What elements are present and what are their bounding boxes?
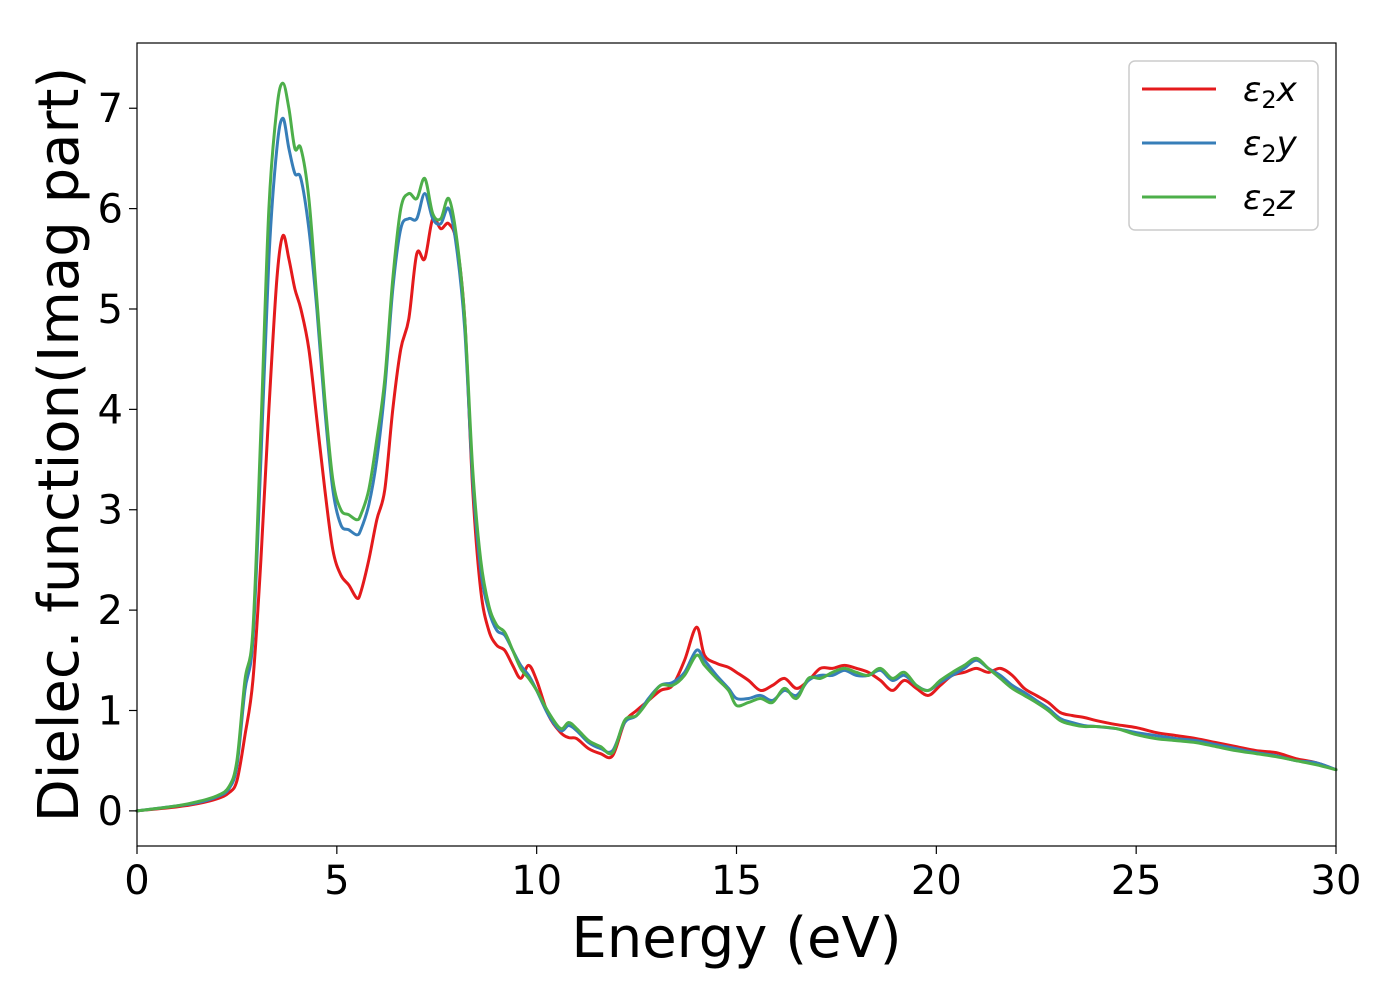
x-tick-label-3: 15 bbox=[711, 858, 762, 904]
legend-subscript: 2 bbox=[1261, 86, 1276, 114]
y-tick-label-4: 4 bbox=[98, 387, 123, 433]
legend-symbol: ε bbox=[1243, 178, 1261, 218]
legend-box bbox=[1128, 60, 1319, 231]
legend-label-z: ε2z bbox=[1243, 178, 1296, 222]
y-axis-title: Dielec. function(Imag part) bbox=[27, 67, 92, 823]
series-line-x bbox=[135, 216, 1338, 813]
legend-symbol: ε bbox=[1243, 70, 1261, 110]
y-tick-label-1: 1 bbox=[98, 688, 123, 734]
x-tick-label-2: 10 bbox=[511, 858, 562, 904]
y-tick-label-7: 7 bbox=[98, 86, 123, 132]
legend-label-x: ε2x bbox=[1243, 70, 1298, 114]
x-tick-label-6: 30 bbox=[1311, 858, 1362, 904]
x-axis-title: Energy (eV) bbox=[571, 906, 901, 971]
x-tick-label-1: 5 bbox=[324, 858, 349, 904]
x-tick-label-4: 20 bbox=[911, 858, 962, 904]
legend-label-y: ε2y bbox=[1243, 124, 1298, 168]
legend-subscript: 2 bbox=[1261, 194, 1276, 222]
y-tick-label-5: 5 bbox=[98, 287, 123, 333]
series-line-z bbox=[135, 81, 1338, 813]
legend-symbol: ε bbox=[1243, 124, 1261, 164]
x-axis: 0 5 10 15 20 25 30 bbox=[124, 846, 1361, 904]
series-lines bbox=[135, 81, 1338, 813]
y-axis: 0 1 2 3 4 5 6 7 bbox=[98, 86, 137, 835]
y-tick-label-0: 0 bbox=[98, 789, 123, 835]
legend-suffix: y bbox=[1276, 124, 1298, 164]
x-tick-label-0: 0 bbox=[124, 858, 149, 904]
legend-suffix: z bbox=[1276, 178, 1296, 218]
x-tick-label-5: 25 bbox=[1111, 858, 1162, 904]
legend-suffix: x bbox=[1276, 70, 1298, 110]
y-tick-label-3: 3 bbox=[98, 488, 123, 534]
legend-subscript: 2 bbox=[1261, 140, 1276, 168]
y-tick-label-6: 6 bbox=[98, 187, 123, 233]
y-tick-label-2: 2 bbox=[98, 588, 123, 634]
